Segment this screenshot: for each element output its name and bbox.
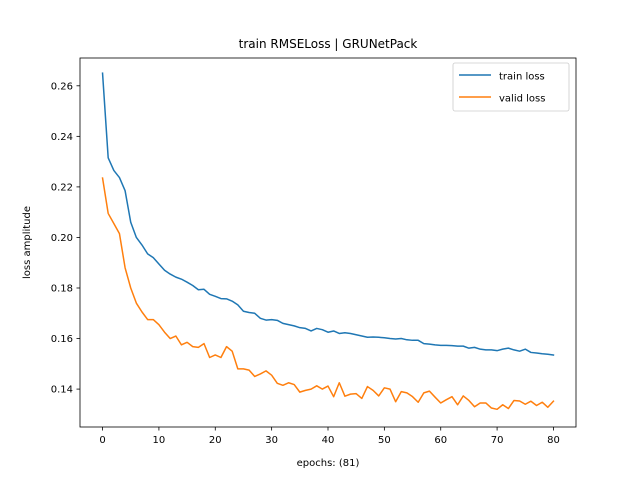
series-line-valid-loss (101, 177, 555, 411)
y-axis-label: loss amplitude (22, 206, 33, 279)
y-tick-label: 0.16 (51, 334, 73, 345)
x-tick-label: 0 (99, 435, 105, 446)
x-tick-label: 60 (434, 435, 447, 446)
x-tick-label: 30 (265, 435, 278, 446)
y-tick-label: 0.14 (51, 385, 73, 396)
plot-lines (101, 72, 555, 411)
y-tick-label: 0.22 (51, 182, 73, 193)
y-tick-label: 0.26 (51, 81, 73, 92)
y-tick-label: 0.20 (51, 233, 73, 244)
series-line-train-loss (101, 72, 555, 356)
y-tick-label: 0.24 (51, 132, 73, 143)
legend-label-train-loss: train loss (499, 72, 545, 83)
x-tick-label: 70 (491, 435, 504, 446)
legend-label-valid-loss: valid loss (499, 94, 545, 105)
y-axis-ticks: 0.14 0.16 0.18 0.20 0.22 0.24 0.26 (51, 81, 80, 396)
legend: train loss valid loss (452, 62, 570, 112)
chart-title: train RMSELoss | GRUNetPack (239, 37, 418, 51)
x-tick-label: 40 (322, 435, 335, 446)
x-tick-label: 20 (209, 435, 222, 446)
x-tick-label: 50 (378, 435, 391, 446)
x-axis-ticks: 0 10 20 30 40 50 60 70 80 (99, 427, 560, 446)
x-axis-label: epochs: (81) (297, 458, 360, 469)
y-tick-label: 0.18 (51, 283, 73, 294)
x-tick-label: 10 (153, 435, 166, 446)
x-tick-label: 80 (547, 435, 560, 446)
